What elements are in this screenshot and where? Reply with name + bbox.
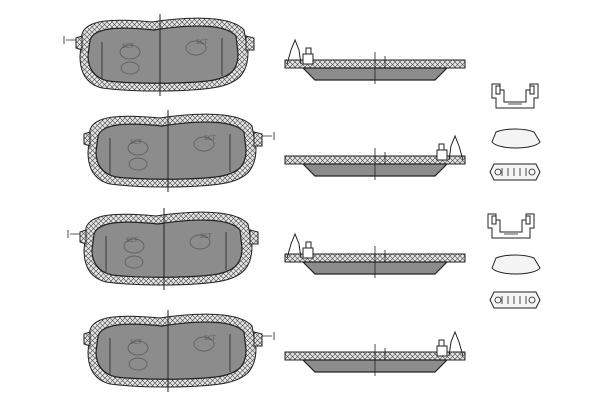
logo-stamps: SCT SCT SCT SCT SCT SCT SCT SCT bbox=[122, 39, 216, 346]
accessory-shim-2 bbox=[491, 254, 541, 275]
pad-front-view-4 bbox=[83, 309, 275, 393]
svg-text:SCT: SCT bbox=[196, 39, 208, 46]
accessory-plate-1 bbox=[489, 163, 541, 181]
pad-side-view-2 bbox=[284, 135, 466, 181]
accessory-plate-2 bbox=[489, 291, 541, 309]
svg-text:SCT: SCT bbox=[200, 233, 212, 240]
pad-side-view-3 bbox=[284, 233, 466, 279]
svg-text:SCT: SCT bbox=[126, 237, 138, 244]
svg-text:SCT: SCT bbox=[122, 43, 134, 50]
accessory-bracket-1 bbox=[491, 83, 539, 109]
svg-text:SCT: SCT bbox=[204, 335, 216, 342]
svg-text:SCT: SCT bbox=[204, 135, 216, 142]
pad-side-view-1 bbox=[284, 39, 466, 85]
pad-front-view-1 bbox=[63, 13, 255, 97]
svg-text:SCT: SCT bbox=[130, 339, 142, 346]
pad-side-view-4 bbox=[284, 331, 466, 377]
pad-front-view-3 bbox=[67, 207, 259, 291]
accessory-bracket-2 bbox=[487, 213, 535, 239]
pad-front-view-2 bbox=[83, 109, 275, 193]
accessory-shim-1 bbox=[491, 128, 541, 149]
svg-text:SCT: SCT bbox=[130, 139, 142, 146]
